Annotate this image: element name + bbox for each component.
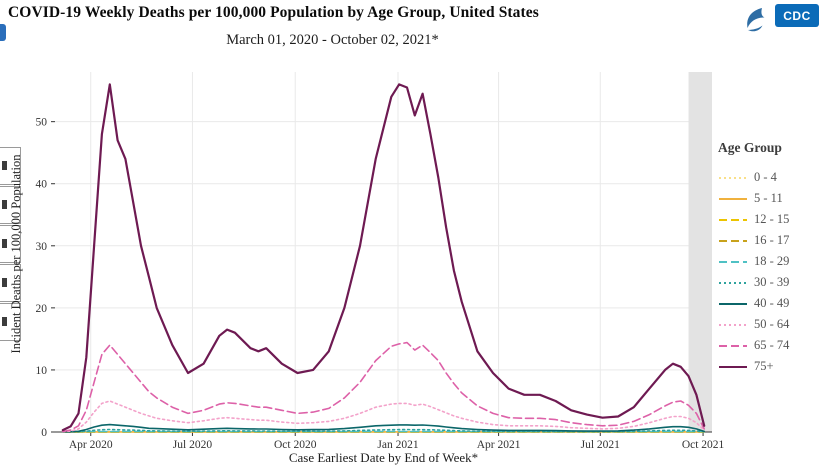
legend-label: 50 - 64 — [754, 317, 790, 331]
legend-label: 65 - 74 — [754, 338, 790, 352]
x-tick-label: Apr 2020 — [69, 439, 113, 451]
legend-item-30-39[interactable]: 30 - 39 — [718, 272, 826, 293]
legend-label: 75+ — [754, 359, 774, 373]
legend-line-sample-icon — [719, 260, 747, 263]
legend-label: 40 - 49 — [754, 296, 790, 310]
legend-label: 16 - 17 — [754, 233, 790, 247]
series-line-50-64 — [61, 400, 706, 433]
legend-line-sample-icon — [719, 344, 747, 347]
legend-label: 0 - 4 — [754, 170, 777, 184]
toolbar-glyph-icon — [2, 317, 7, 326]
legend-label: 12 - 15 — [754, 212, 790, 226]
left-toolbar-fragment — [0, 147, 21, 342]
x-tick-label: Oct 2020 — [274, 439, 317, 451]
x-axis-title: Case Earliest Date by End of Week* — [288, 450, 479, 465]
legend-item-16-17[interactable]: 16 - 17 — [718, 230, 826, 251]
cdc-logo: CDC — [775, 4, 819, 27]
logo-group: CDC — [741, 4, 819, 34]
legend-title: Age Group — [718, 140, 782, 155]
y-tick-label: 0 — [41, 427, 47, 439]
x-tick-label: Oct 2021 — [682, 439, 725, 451]
hhs-logo-icon — [747, 8, 765, 32]
left-toolbar-button[interactable] — [0, 186, 21, 224]
legend-line-sample-icon — [719, 281, 747, 284]
legend-item-5-11[interactable]: 5 - 11 — [718, 188, 826, 209]
legend-line-sample-icon — [719, 302, 747, 305]
chart-title: COVID-19 Weekly Deaths per 100,000 Popul… — [8, 4, 539, 21]
legend-line-sample-icon — [719, 323, 747, 326]
toolbar-glyph-icon — [2, 161, 7, 170]
legend-item-50-64[interactable]: 50 - 64 — [718, 314, 826, 335]
legend-item-40-49[interactable]: 40 - 49 — [718, 293, 826, 314]
cdc-logo-text: CDC — [783, 8, 811, 23]
y-tick-label: 20 — [36, 303, 48, 315]
toolbar-glyph-icon — [2, 239, 7, 248]
x-tick-label: Apr 2021 — [477, 439, 521, 451]
legend-item-65-74[interactable]: 65 - 74 — [718, 335, 826, 356]
toolbar-glyph-icon — [2, 278, 7, 287]
left-toolbar-button[interactable] — [0, 147, 21, 185]
series-line-75+ — [61, 83, 706, 432]
left-toolbar-button[interactable] — [0, 264, 21, 302]
left-toolbar-button[interactable] — [0, 303, 21, 341]
chart-subtitle: March 01, 2020 - October 02, 2021* — [226, 32, 439, 48]
cut-off-icon — [0, 24, 6, 41]
toolbar-glyph-icon — [2, 200, 7, 209]
series-line-40-49 — [61, 423, 706, 433]
legend-line-sample-icon — [719, 365, 747, 368]
x-tick-label: Jan 2021 — [377, 439, 418, 451]
legend-item-12-15[interactable]: 12 - 15 — [718, 209, 826, 230]
legend-line-sample-icon — [719, 239, 747, 242]
y-tick-label: 40 — [36, 179, 48, 191]
y-tick-label: 10 — [36, 365, 48, 377]
legend-item-0-4[interactable]: 0 - 4 — [718, 167, 826, 188]
x-tick-label: Jul 2021 — [581, 439, 621, 451]
legend-label: 5 - 11 — [754, 191, 783, 205]
incomplete-data-band — [688, 72, 712, 432]
plot-area[interactable] — [55, 72, 712, 432]
legend-item-75+[interactable]: 75+ — [718, 356, 826, 377]
x-tick-label: Jul 2020 — [173, 439, 213, 451]
y-tick-label: 50 — [36, 117, 48, 129]
legend: Age Group 0 - 4 5 - 11 12 - 15 16 - 17 18 - … — [718, 140, 826, 377]
series-line-65-74 — [61, 341, 706, 433]
y-tick-label: 30 — [36, 241, 48, 253]
legend-line-sample-icon — [719, 176, 747, 179]
legend-line-sample-icon — [719, 218, 747, 221]
legend-line-sample-icon — [719, 197, 747, 200]
legend-item-18-29[interactable]: 18 - 29 — [718, 251, 826, 272]
left-toolbar-button[interactable] — [0, 225, 21, 263]
legend-items: 0 - 4 5 - 11 12 - 15 16 - 17 18 - 29 30 - 39 4… — [718, 167, 826, 377]
legend-label: 18 - 29 — [754, 254, 790, 268]
legend-label: 30 - 39 — [754, 275, 790, 289]
